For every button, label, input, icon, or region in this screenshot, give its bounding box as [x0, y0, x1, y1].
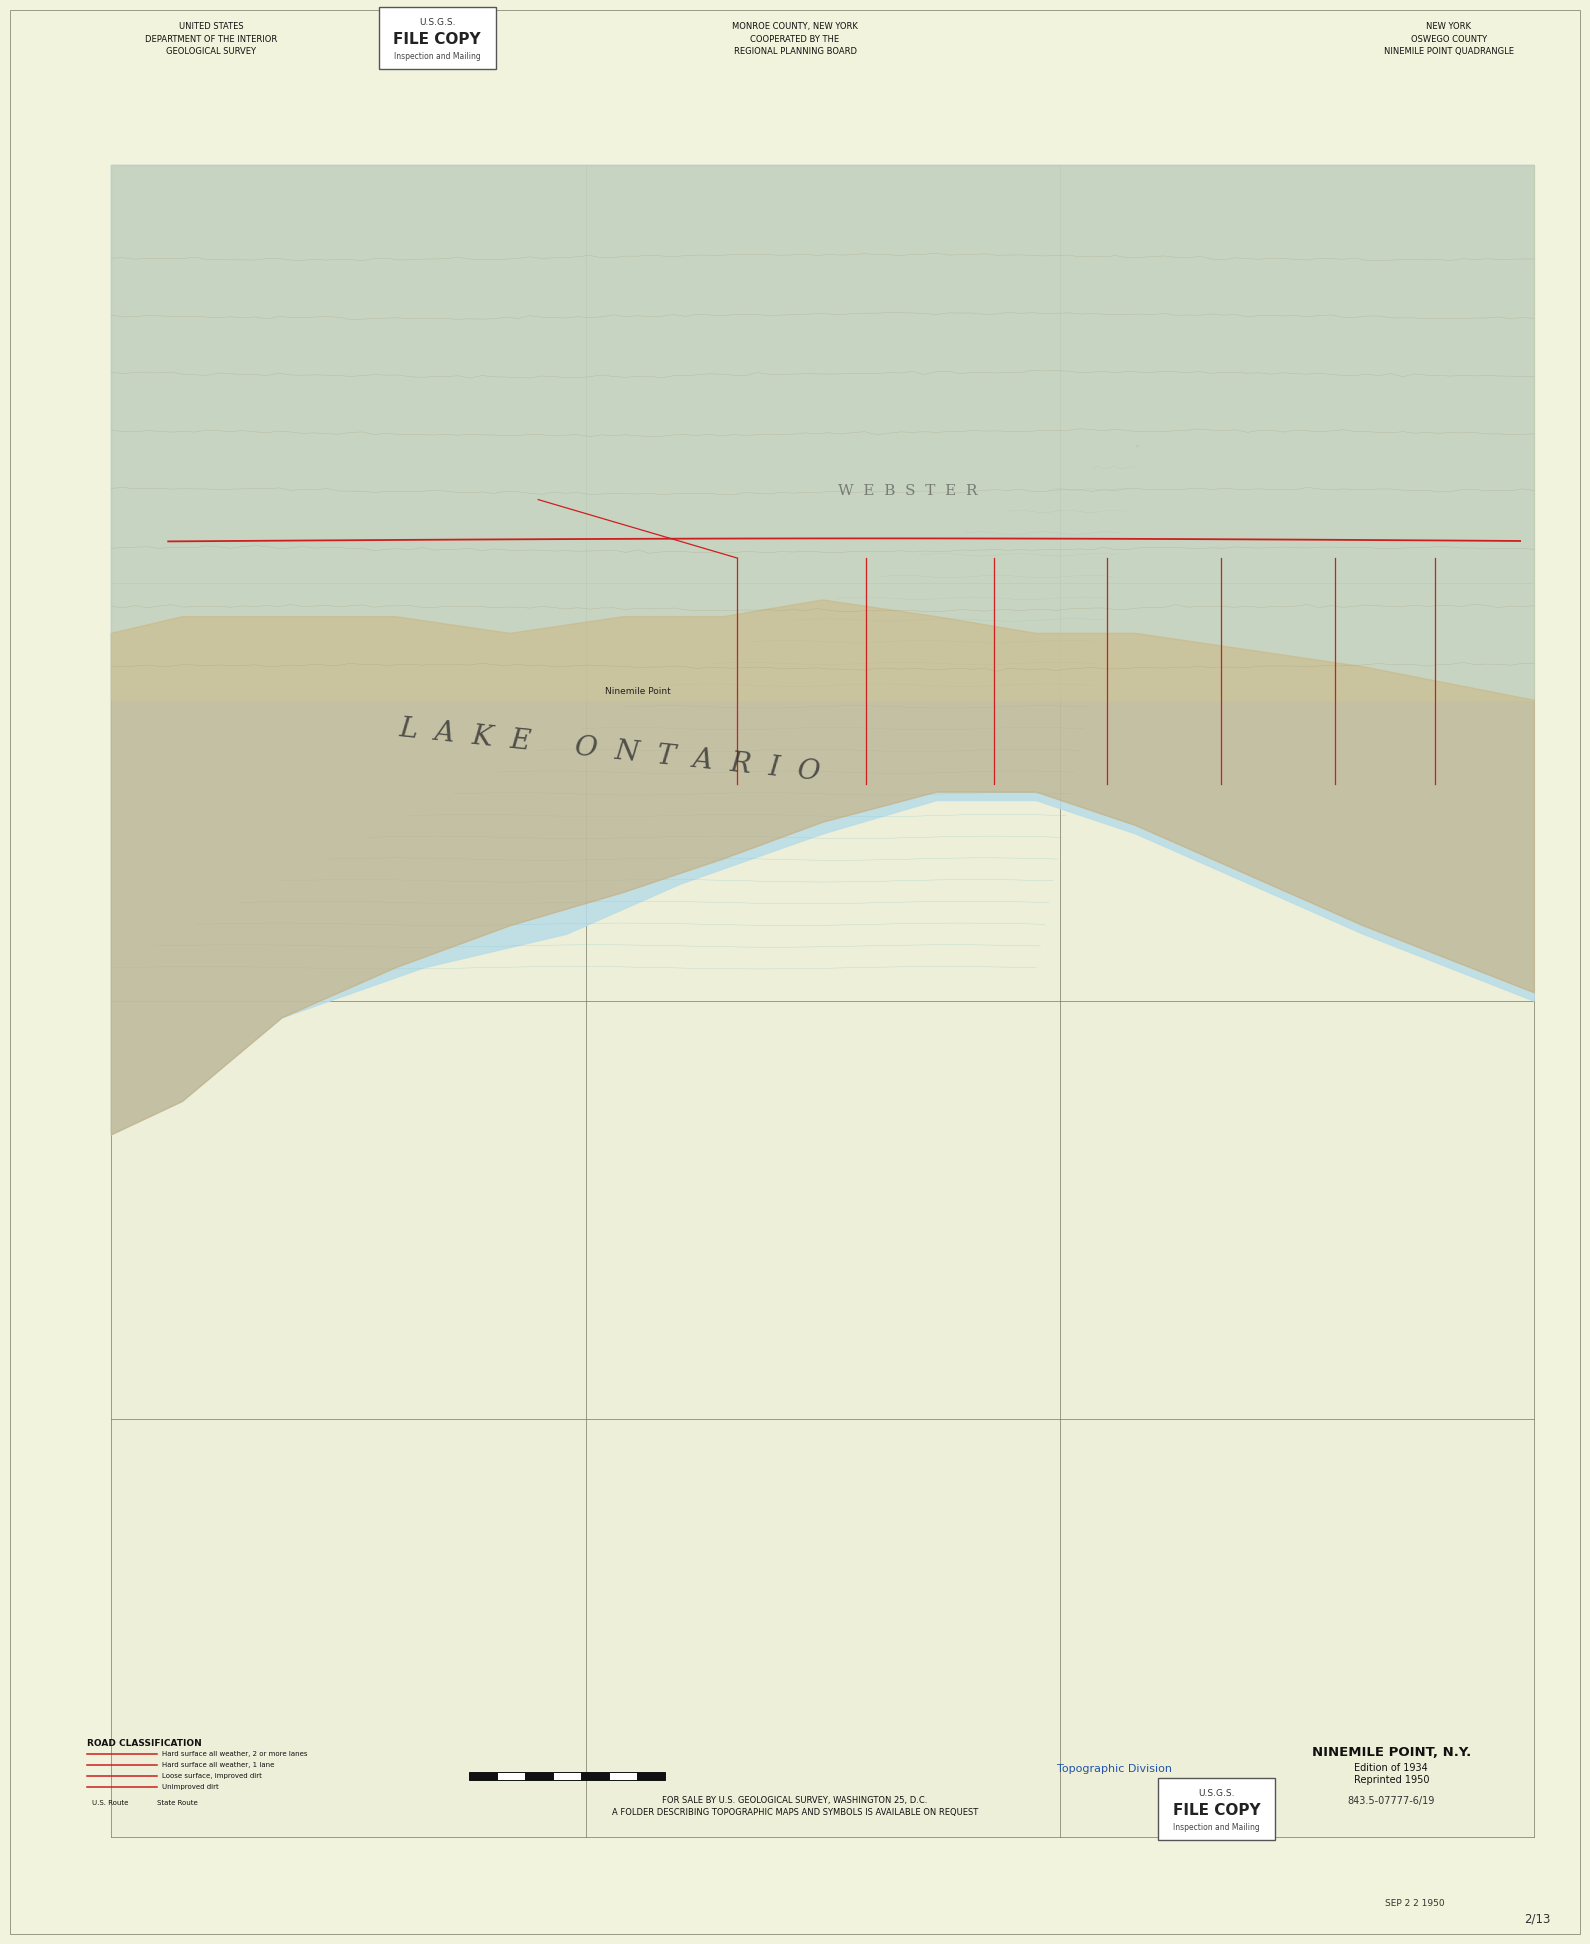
- Text: 843.5-07777-6/19: 843.5-07777-6/19: [1348, 1796, 1434, 1806]
- Polygon shape: [111, 601, 1534, 1135]
- Text: State Route: State Route: [157, 1800, 199, 1806]
- Bar: [638, 1773, 665, 1781]
- Text: Inspection and Mailing: Inspection and Mailing: [1173, 1823, 1259, 1831]
- Text: COOPERATED BY THE: COOPERATED BY THE: [750, 35, 840, 45]
- Text: ROAD CLASSIFICATION: ROAD CLASSIFICATION: [87, 1740, 202, 1748]
- Text: Edition of 1934: Edition of 1934: [1355, 1763, 1428, 1773]
- Text: REGIONAL PLANNING BOARD: REGIONAL PLANNING BOARD: [733, 47, 857, 56]
- Text: Ninemile Point: Ninemile Point: [604, 688, 671, 696]
- Text: NINEMILE POINT QUADRANGLE: NINEMILE POINT QUADRANGLE: [1383, 47, 1514, 56]
- Text: Hard surface all weather, 1 lane: Hard surface all weather, 1 lane: [162, 1761, 275, 1767]
- Text: Unimproved dirt: Unimproved dirt: [162, 1785, 219, 1790]
- Text: Inspection and Mailing: Inspection and Mailing: [394, 52, 480, 60]
- Bar: [609, 1773, 638, 1781]
- Text: U.S. Route: U.S. Route: [92, 1800, 129, 1806]
- Text: NEW YORK: NEW YORK: [1426, 21, 1471, 31]
- Text: OSWEGO COUNTY: OSWEGO COUNTY: [1410, 35, 1487, 45]
- Text: 2/13: 2/13: [1523, 1913, 1550, 1925]
- Polygon shape: [111, 165, 1534, 1135]
- Bar: [580, 1773, 609, 1781]
- Bar: [498, 1773, 525, 1781]
- Text: U.S.G.S.: U.S.G.S.: [1199, 1788, 1234, 1798]
- FancyBboxPatch shape: [1158, 1779, 1275, 1841]
- Text: FILE COPY: FILE COPY: [1172, 1802, 1261, 1818]
- Text: Reprinted 1950: Reprinted 1950: [1353, 1775, 1429, 1785]
- Bar: [553, 1773, 580, 1781]
- Text: DEPARTMENT OF THE INTERIOR: DEPARTMENT OF THE INTERIOR: [145, 35, 277, 45]
- Text: Loose surface, improved dirt: Loose surface, improved dirt: [162, 1773, 262, 1779]
- Text: MONROE COUNTY, NEW YORK: MONROE COUNTY, NEW YORK: [731, 21, 859, 31]
- Text: SEP 2 2 1950: SEP 2 2 1950: [1385, 1899, 1445, 1907]
- Text: Hard surface all weather, 2 or more lanes: Hard surface all weather, 2 or more lane…: [162, 1752, 308, 1757]
- Text: A FOLDER DESCRIBING TOPOGRAPHIC MAPS AND SYMBOLS IS AVAILABLE ON REQUEST: A FOLDER DESCRIBING TOPOGRAPHIC MAPS AND…: [612, 1808, 978, 1818]
- Text: GEOLOGICAL SURVEY: GEOLOGICAL SURVEY: [165, 47, 256, 56]
- Bar: [525, 1773, 553, 1781]
- Bar: [111, 165, 1534, 1837]
- Text: Topographic Division: Topographic Division: [1057, 1763, 1172, 1775]
- Bar: [469, 1773, 498, 1781]
- Text: FOR SALE BY U.S. GEOLOGICAL SURVEY, WASHINGTON 25, D.C.: FOR SALE BY U.S. GEOLOGICAL SURVEY, WASH…: [663, 1796, 927, 1804]
- FancyBboxPatch shape: [378, 8, 496, 68]
- Text: FILE COPY: FILE COPY: [393, 31, 482, 47]
- Text: L  A  K  E     O  N  T  A  R  I  O: L A K E O N T A R I O: [398, 715, 822, 785]
- Text: UNITED STATES: UNITED STATES: [178, 21, 243, 31]
- Text: W  E  B  S  T  E  R: W E B S T E R: [838, 484, 978, 498]
- Text: U.S.G.S.: U.S.G.S.: [420, 17, 455, 27]
- Text: NINEMILE POINT, N.Y.: NINEMILE POINT, N.Y.: [1312, 1746, 1471, 1759]
- Polygon shape: [111, 165, 1534, 700]
